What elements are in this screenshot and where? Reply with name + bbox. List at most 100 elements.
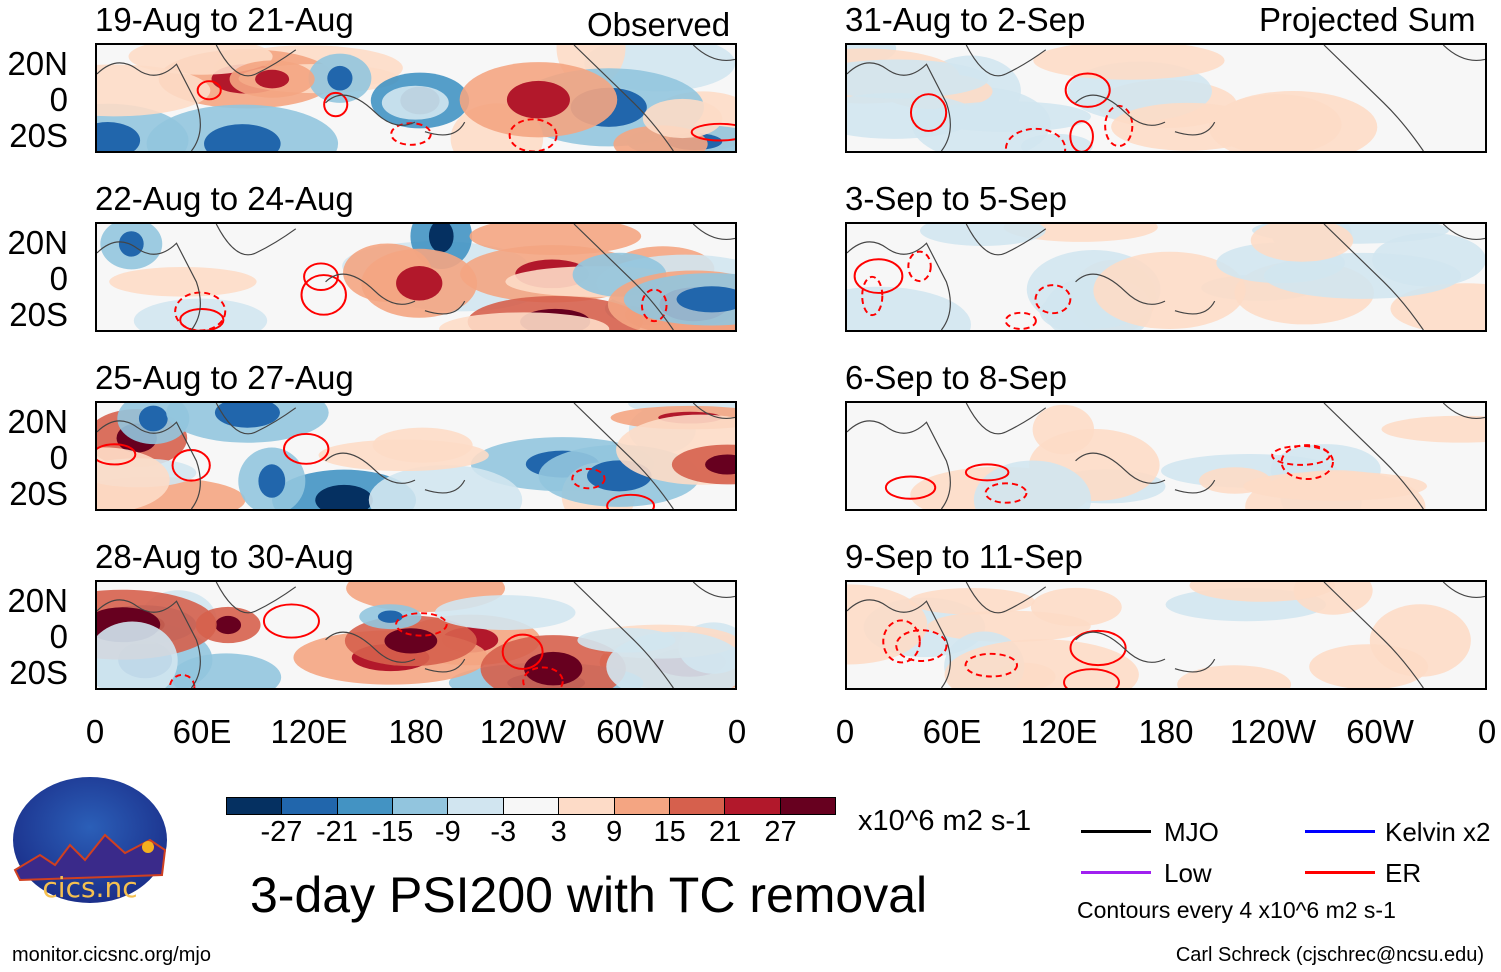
lon-label: 120E [1020,713,1098,750]
anomaly-blob [1309,644,1429,688]
lat-label: 20S [9,654,68,691]
anomaly-core [215,615,242,635]
anomaly-core [428,224,454,253]
anomaly-core [506,80,570,119]
map-panel [95,580,737,690]
projected-header: Projected Sum [1259,1,1476,38]
er-contour [1064,72,1111,108]
colorbar-swatch [559,798,615,814]
lat-label: 20S [9,475,68,512]
coastline [97,403,735,509]
anomaly-blob [318,439,489,472]
colorbar-swatch [227,798,283,814]
coastline [97,45,735,151]
er-contour [1280,444,1334,480]
colorbar-label: -3 [490,816,517,848]
anomaly-core [214,403,280,428]
legend-label-er: ER [1385,858,1422,888]
coastline [847,45,1485,151]
legend-label-kelvin: Kelvin x2 [1385,817,1491,847]
er-contour [895,629,948,662]
panel-title: 25-Aug to 27-Aug [95,359,354,396]
footer-url: monitor.cicsnc.org/mjo [12,944,211,966]
colorbar-label: 21 [708,816,742,848]
coastline [847,582,1485,688]
er-contour [508,118,558,151]
lon-label: 60W [596,713,664,750]
er-contour [907,250,932,283]
anomaly-blob [671,444,735,485]
anomaly-blob [368,465,523,509]
anomaly-blob [97,621,178,688]
lon-label: 0 [1477,713,1497,750]
colorbar [226,797,836,815]
lat-label: 20S [9,117,68,154]
anomaly-blob [577,628,676,653]
anomaly-blob [97,64,211,117]
er-contour [300,274,347,316]
anomaly-blob [381,85,449,120]
anomaly-blob [1263,252,1462,299]
er-contour [1063,668,1120,688]
legend-line-kelvin [1305,830,1375,833]
er-contour [323,91,349,118]
lon-label: 0 [835,713,855,750]
er-contour [395,612,448,637]
er-contour [984,482,1028,504]
map-panel [845,580,1487,690]
panel-title: 3-Sep to 5-Sep [845,180,1067,217]
panel-title: 31-Aug to 2-Sep [845,1,1086,38]
er-contour [861,275,884,317]
anomaly-blob [1033,45,1225,80]
colorbar-swatch [337,798,394,814]
anomaly-blob [109,266,257,297]
er-contour [1034,284,1072,315]
anomaly-blob [1243,471,1428,501]
lon-label: 180 [1138,713,1194,750]
colorbar-label: -15 [371,816,414,848]
anomaly-blob [97,447,170,509]
lat-label: 20S [9,296,68,333]
anomaly-core [315,484,373,509]
er-contour [501,633,544,670]
lat-label: 20N [7,403,68,440]
lon-label: 120W [479,713,567,750]
anomaly-core [396,266,443,301]
er-contour [571,467,606,490]
legend-label-mjo: MJO [1164,817,1219,847]
colorbar-swatch [393,798,449,814]
map-panel [95,43,737,153]
colorbar-swatch [282,798,338,814]
anomaly-blob [642,98,723,139]
colorbar-swatch [614,798,670,814]
er-contour [174,291,227,330]
anomaly-blob [847,59,989,99]
er-contour [1069,120,1094,151]
colorbar-swatch [503,798,560,814]
lon-label: 0 [727,713,747,750]
er-contour [179,308,225,330]
er-contour [97,443,137,466]
er-contour [964,652,1019,678]
anomaly-blob [920,224,1046,246]
er-contour [1104,104,1134,148]
anomaly-blob [973,460,1092,509]
anomaly-blob [1211,94,1342,151]
er-contour [283,432,330,465]
colorbar-swatch [780,798,835,814]
footer-credit: Carl Schreck (cjschrec@ncsu.edu) [1175,944,1484,966]
anomaly-blob [434,595,576,630]
anomaly-blob [1250,224,1354,262]
legend-label-low: Low [1164,858,1212,888]
anomaly-blob [1177,665,1292,688]
colorbar-swatch [448,798,504,814]
er-contour [196,80,222,101]
legend-line-mjo [1081,830,1151,833]
panel-title: 22-Aug to 24-Aug [95,180,354,217]
er-contour [606,493,656,509]
anomaly-core [258,464,286,498]
map-panel [845,43,1487,153]
anomaly-core [118,231,144,257]
map-panel [95,222,737,332]
